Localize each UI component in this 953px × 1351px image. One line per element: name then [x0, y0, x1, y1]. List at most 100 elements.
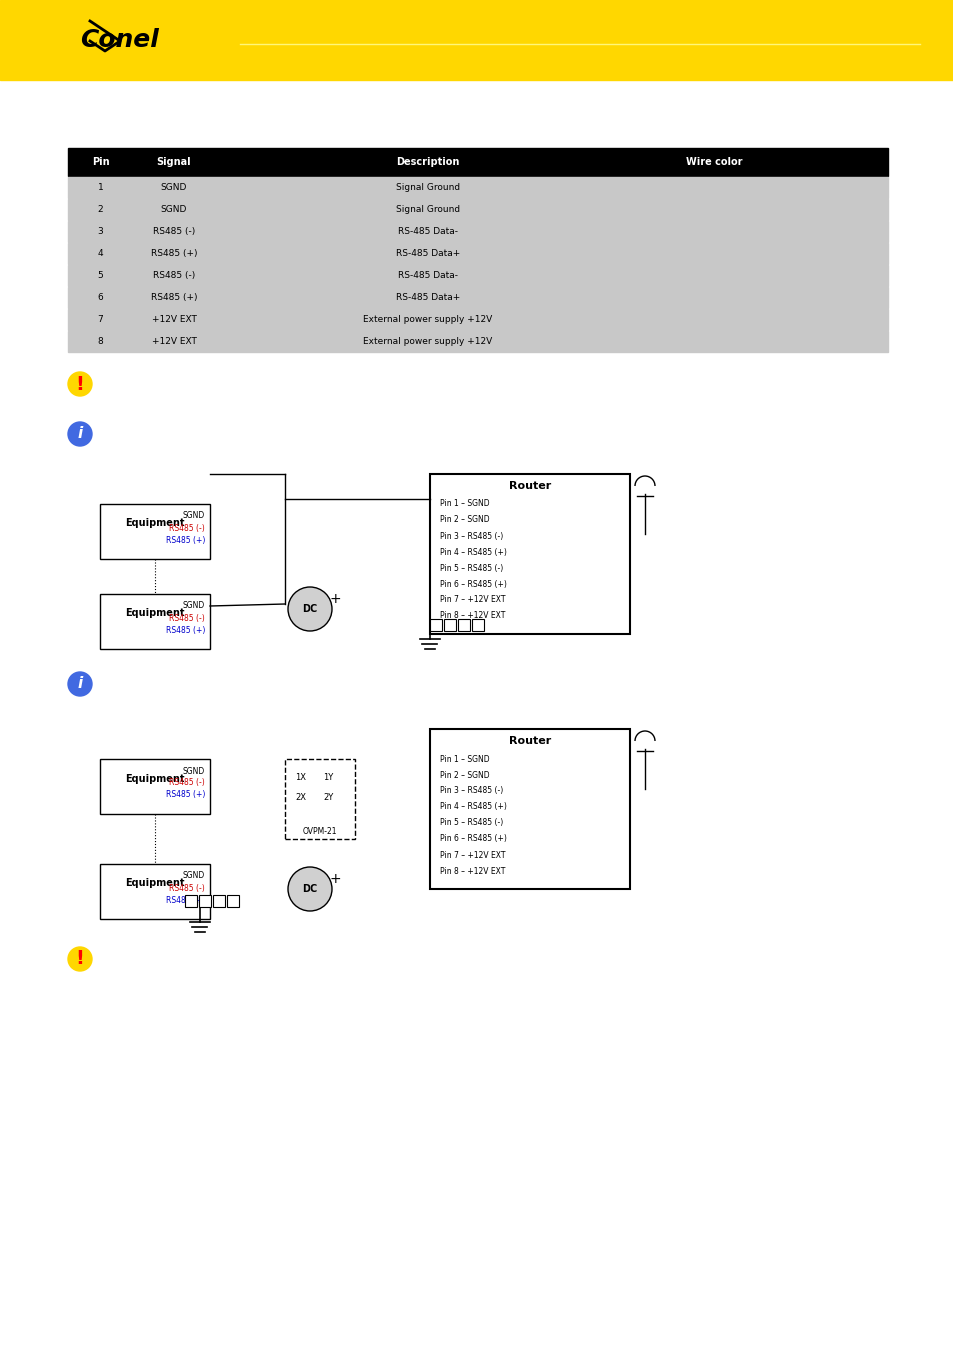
Text: DC: DC: [302, 884, 317, 894]
Bar: [68, 149, 887, 176]
Bar: [430, 619, 441, 631]
Text: Pin 2 – SGND: Pin 2 – SGND: [439, 516, 489, 524]
Text: Signal Ground: Signal Ground: [395, 182, 459, 192]
Text: 2Y: 2Y: [323, 793, 333, 801]
Bar: [68, 199, 887, 220]
Text: Pin 4 – RS485 (+): Pin 4 – RS485 (+): [439, 802, 506, 812]
Circle shape: [288, 586, 332, 631]
Bar: [213, 894, 225, 907]
Bar: [472, 619, 483, 631]
Bar: [199, 894, 211, 907]
Text: Pin 1 – SGND: Pin 1 – SGND: [439, 754, 489, 763]
Text: RS-485 Data-: RS-485 Data-: [397, 272, 457, 280]
Bar: [68, 331, 887, 353]
Text: i: i: [77, 427, 83, 442]
Text: Pin 4 – RS485 (+): Pin 4 – RS485 (+): [439, 547, 506, 557]
FancyBboxPatch shape: [430, 730, 629, 889]
Text: RS-485 Data-: RS-485 Data-: [397, 227, 457, 236]
Text: RS485 (-): RS485 (-): [169, 613, 205, 623]
Text: +: +: [329, 592, 340, 607]
Text: !: !: [75, 374, 85, 393]
Text: Pin 6 – RS485 (+): Pin 6 – RS485 (+): [439, 835, 506, 843]
Text: External power supply +12V: External power supply +12V: [363, 336, 492, 346]
Text: 7: 7: [97, 315, 103, 324]
Text: RS485 (+): RS485 (+): [151, 249, 197, 258]
Bar: [68, 243, 887, 263]
Text: Router: Router: [508, 736, 551, 746]
Text: 4: 4: [97, 249, 103, 258]
Text: 1Y: 1Y: [323, 773, 333, 781]
Bar: [68, 286, 887, 308]
Text: i: i: [77, 677, 83, 692]
Text: Equipment: Equipment: [125, 608, 185, 619]
Bar: [0, 0, 953, 80]
Circle shape: [288, 867, 332, 911]
Circle shape: [68, 422, 91, 446]
Bar: [68, 309, 887, 330]
Bar: [68, 265, 887, 286]
Text: Description: Description: [395, 157, 459, 168]
Text: Pin 3 – RS485 (-): Pin 3 – RS485 (-): [439, 786, 503, 796]
Text: !: !: [75, 950, 85, 969]
FancyBboxPatch shape: [100, 504, 210, 559]
Text: Router: Router: [508, 481, 551, 490]
Text: +12V EXT: +12V EXT: [152, 336, 196, 346]
Text: RS-485 Data+: RS-485 Data+: [395, 293, 459, 303]
FancyBboxPatch shape: [100, 594, 210, 648]
Bar: [68, 177, 887, 199]
Text: Pin: Pin: [91, 157, 110, 168]
Circle shape: [68, 372, 91, 396]
Text: SGND: SGND: [183, 871, 205, 881]
Text: Pin 5 – RS485 (-): Pin 5 – RS485 (-): [439, 563, 503, 573]
Text: Pin 6 – RS485 (+): Pin 6 – RS485 (+): [439, 580, 506, 589]
Text: RS485 (-): RS485 (-): [169, 523, 205, 532]
FancyBboxPatch shape: [100, 865, 210, 919]
Text: RS-485 Data+: RS-485 Data+: [395, 249, 459, 258]
Text: RS485 (+): RS485 (+): [151, 293, 197, 303]
Text: Pin 7 – +12V EXT: Pin 7 – +12V EXT: [439, 596, 505, 604]
Text: RS485 (+): RS485 (+): [166, 790, 205, 800]
FancyBboxPatch shape: [430, 474, 629, 634]
Text: DC: DC: [302, 604, 317, 613]
Text: RS485 (+): RS485 (+): [166, 535, 205, 544]
Text: RS485 (-): RS485 (-): [169, 884, 205, 893]
Text: +: +: [329, 871, 340, 886]
FancyBboxPatch shape: [100, 759, 210, 815]
Text: Conel: Conel: [80, 28, 159, 51]
Text: RS485 (-): RS485 (-): [152, 272, 195, 280]
Text: RS485 (-): RS485 (-): [169, 778, 205, 788]
Text: SGND: SGND: [161, 182, 187, 192]
Text: Equipment: Equipment: [125, 519, 185, 528]
Text: OVPM-21: OVPM-21: [302, 827, 337, 835]
FancyBboxPatch shape: [285, 759, 355, 839]
Text: RS485 (+): RS485 (+): [166, 896, 205, 905]
Text: SGND: SGND: [183, 601, 205, 611]
Text: 2: 2: [97, 205, 103, 213]
Text: RS485 (+): RS485 (+): [166, 626, 205, 635]
Circle shape: [68, 947, 91, 971]
Text: Signal Ground: Signal Ground: [395, 205, 459, 213]
Text: +12V EXT: +12V EXT: [152, 315, 196, 324]
Text: SGND: SGND: [183, 512, 205, 520]
Text: Pin 1 – SGND: Pin 1 – SGND: [439, 500, 489, 508]
Text: Pin 3 – RS485 (-): Pin 3 – RS485 (-): [439, 531, 503, 540]
Bar: [227, 894, 239, 907]
Bar: [68, 222, 887, 242]
Text: Pin 8 – +12V EXT: Pin 8 – +12V EXT: [439, 866, 505, 875]
Text: Equipment: Equipment: [125, 878, 185, 889]
Text: RS485 (-): RS485 (-): [152, 227, 195, 236]
Text: Pin 7 – +12V EXT: Pin 7 – +12V EXT: [439, 851, 505, 859]
Text: SGND: SGND: [183, 766, 205, 775]
Text: 5: 5: [97, 272, 103, 280]
Text: 1X: 1X: [294, 773, 306, 781]
Bar: [443, 619, 456, 631]
Circle shape: [68, 671, 91, 696]
Text: Wire color: Wire color: [685, 157, 742, 168]
Text: 1: 1: [97, 182, 103, 192]
Bar: [457, 619, 470, 631]
Text: SGND: SGND: [161, 205, 187, 213]
Text: Signal: Signal: [156, 157, 192, 168]
Text: Pin 5 – RS485 (-): Pin 5 – RS485 (-): [439, 819, 503, 828]
Text: 3: 3: [97, 227, 103, 236]
Text: Pin 2 – SGND: Pin 2 – SGND: [439, 770, 489, 780]
